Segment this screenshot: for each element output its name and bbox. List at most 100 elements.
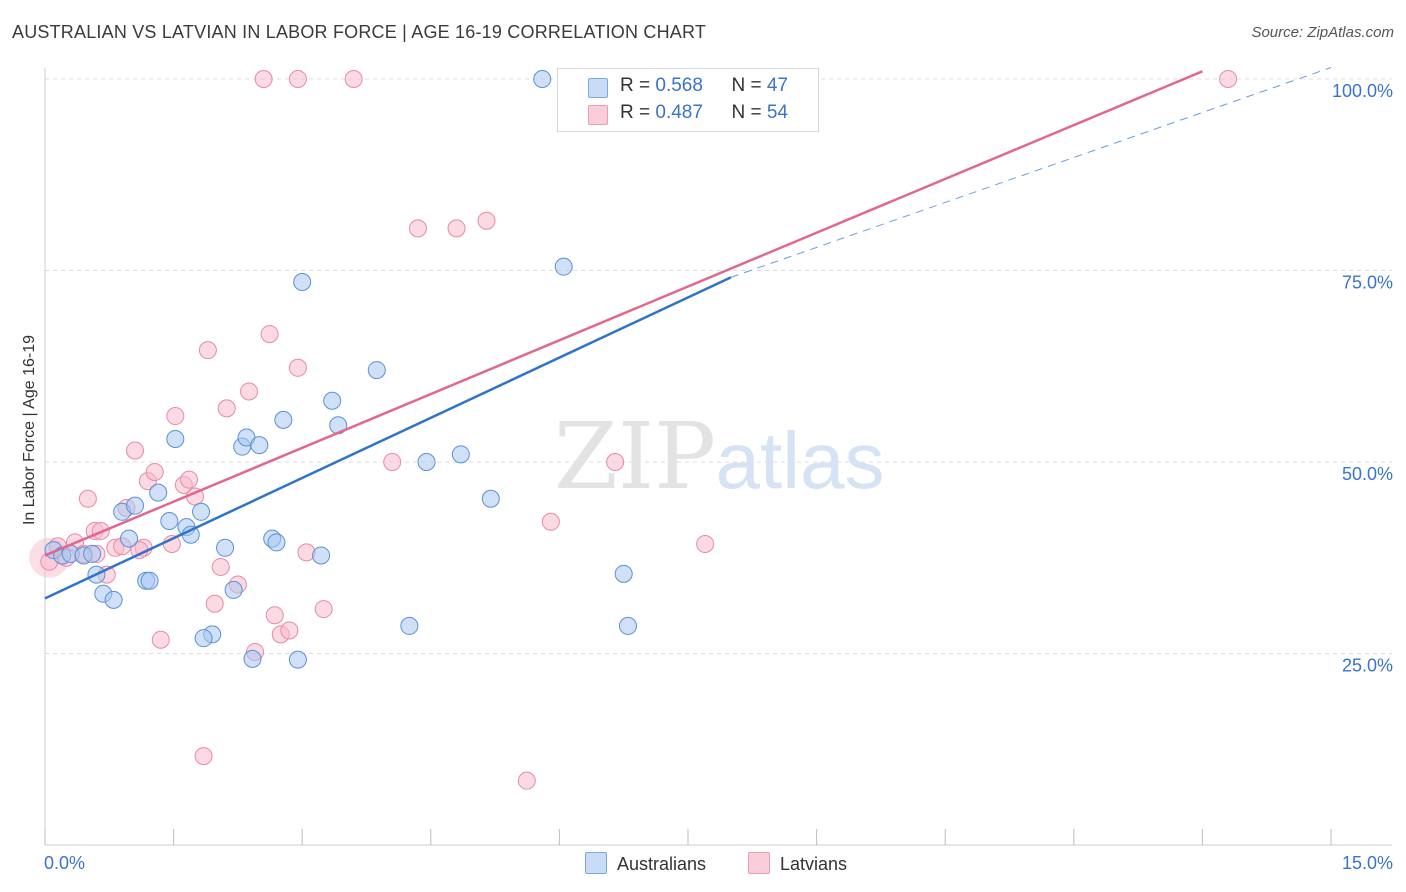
- australians-point: [533, 70, 552, 88]
- trend-lines: [44, 67, 1332, 600]
- australians-point: [224, 580, 243, 599]
- latvians-trend-line: [44, 70, 1203, 557]
- australians-point: [400, 616, 419, 635]
- australians-swatch: [585, 852, 607, 874]
- australians-trend-line: [44, 276, 732, 600]
- tick-labels: 25.0% 50.0% 75.0% 100.0% 0.0% 15.0%: [44, 81, 1393, 873]
- australians-point: [216, 538, 235, 557]
- latvians-point: [447, 219, 466, 238]
- legend-r-label: R =: [620, 75, 656, 96]
- latvians-point: [314, 600, 333, 619]
- watermark-zip: ZIP: [554, 403, 716, 510]
- legend-item-australians: Australians: [585, 852, 706, 875]
- latvians-point: [205, 594, 224, 613]
- australians-point: [250, 436, 269, 455]
- latvians-point: [1219, 70, 1238, 88]
- australians-points: [44, 70, 715, 669]
- australians-point: [194, 629, 213, 648]
- latvians-point: [280, 621, 299, 640]
- australians-point: [160, 511, 179, 530]
- latvians-point: [265, 606, 284, 625]
- latvians-point: [408, 219, 427, 238]
- australians-point: [104, 590, 123, 609]
- latvians-point: [696, 534, 715, 553]
- australians-point: [323, 391, 342, 410]
- latvians-point: [477, 211, 496, 230]
- latvians-point: [126, 441, 145, 460]
- latvians-point: [211, 557, 230, 576]
- stats-legend: R = 0.568 N = 47 R = 0.487 N = 54: [557, 68, 819, 132]
- latvians-point: [288, 70, 307, 88]
- latvians-point: [198, 341, 217, 360]
- latvians-swatch: [748, 852, 770, 874]
- latvians-point: [606, 453, 625, 471]
- australians-point: [554, 257, 573, 276]
- latvians-point: [517, 771, 536, 790]
- latvians-point: [541, 512, 560, 531]
- australians-point: [288, 650, 307, 669]
- y-tick-label: 25.0%: [1342, 656, 1393, 676]
- y-tick-label: 75.0%: [1342, 273, 1393, 293]
- legend-n-value: 47: [766, 75, 788, 96]
- legend-row-latvians: R = 0.487 N = 54: [620, 102, 788, 124]
- latvians-point: [383, 453, 402, 471]
- y-tick-label: 50.0%: [1342, 464, 1393, 484]
- legend-item-latvians: Latvians: [748, 852, 847, 875]
- australians-point: [417, 453, 436, 471]
- latvians-point: [297, 543, 316, 562]
- legend-r-value: 0.487: [655, 102, 703, 123]
- australians-point: [120, 529, 139, 548]
- australians-point: [451, 445, 470, 464]
- australians-point: [83, 544, 102, 563]
- x-tick-label: 0.0%: [44, 853, 85, 873]
- legend-r-label: R =: [620, 102, 656, 123]
- gridlines: [45, 78, 1392, 654]
- latvians-label: Latvians: [780, 854, 848, 874]
- latvians-point: [151, 630, 170, 649]
- legend-n-value: 54: [766, 102, 788, 123]
- latvians-point: [180, 470, 199, 489]
- legend-n-label: N =: [731, 75, 767, 96]
- y-axis-label: In Labor Force | Age 16-19: [21, 334, 38, 526]
- legend-r-value: 0.568: [655, 75, 703, 96]
- australians-point: [149, 483, 168, 502]
- australians-point: [293, 272, 312, 291]
- australians-point: [243, 649, 262, 668]
- australians-point: [618, 616, 637, 635]
- latvians-point: [344, 70, 363, 88]
- latvians-point: [217, 399, 236, 418]
- australians-label: Australians: [617, 854, 707, 874]
- australians-point: [126, 496, 145, 515]
- watermark-atlas: atlas: [716, 416, 885, 505]
- latvians-point: [288, 358, 307, 377]
- latvians-point: [145, 462, 164, 481]
- australians-point: [166, 430, 185, 449]
- latvians-point: [240, 382, 259, 401]
- chart-title: AUSTRALIAN VS LATVIAN IN LABOR FORCE | A…: [12, 22, 707, 42]
- legend-row-australians: R = 0.568 N = 47: [620, 75, 788, 97]
- y-axis-label-wrap: In Labor Force | Age 16-19: [18, 250, 42, 610]
- australians-point: [140, 571, 159, 590]
- x-tick-label: 15.0%: [1342, 853, 1393, 873]
- legend-swatch-latvians: [588, 105, 608, 125]
- australians-point: [312, 546, 331, 565]
- australians-point: [481, 489, 500, 508]
- australians-point: [614, 564, 633, 583]
- source-label: Source: ZipAtlas.com: [1251, 24, 1394, 41]
- australians-point: [192, 502, 211, 521]
- y-tick-label: 100.0%: [1332, 81, 1393, 101]
- latvians-point: [194, 747, 213, 766]
- legend-swatch-australians: [588, 78, 608, 98]
- legend-n-label: N =: [731, 102, 767, 123]
- latvians-point: [166, 407, 185, 426]
- australians-trend-extension: [730, 67, 1332, 278]
- latvians-point: [254, 70, 273, 88]
- watermark: ZIP atlas: [554, 403, 885, 510]
- latvians-point: [78, 489, 97, 508]
- australians-point: [267, 533, 286, 552]
- australians-point: [274, 410, 293, 429]
- latvians-point: [260, 325, 279, 344]
- axes: [44, 68, 1392, 846]
- australians-point: [367, 361, 386, 380]
